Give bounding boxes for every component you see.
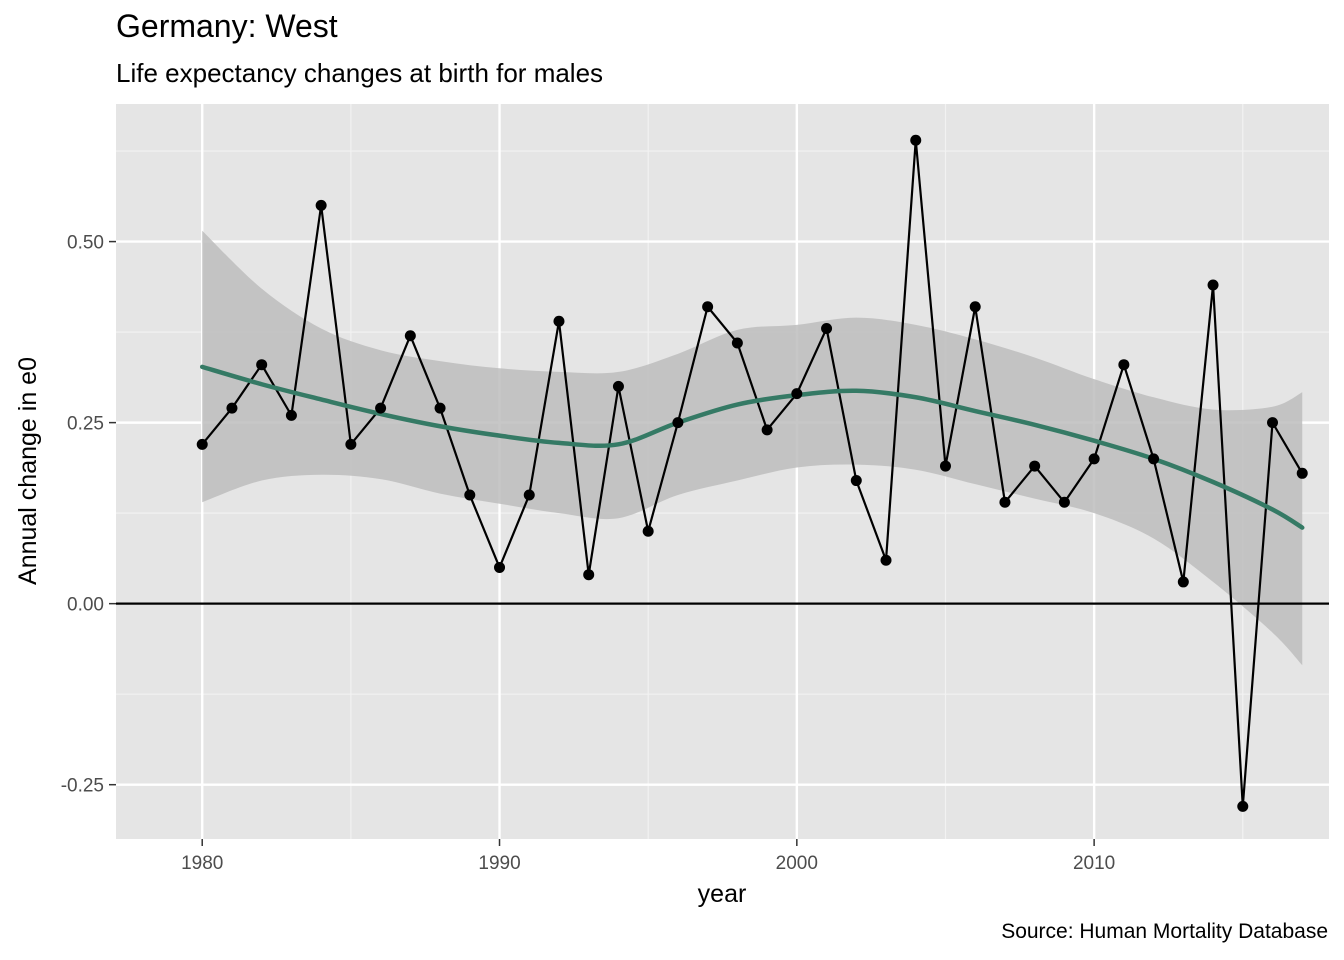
x-axis-title: year [698, 880, 747, 908]
y-tick-label: -0.25 [61, 776, 104, 797]
data-point [999, 496, 1011, 508]
data-point [285, 409, 297, 421]
data-point [1267, 417, 1279, 429]
data-point [494, 561, 506, 573]
chart-caption: Source: Human Mortality Database [1001, 920, 1328, 943]
data-point [1118, 359, 1130, 371]
data-point [1029, 460, 1041, 472]
data-point [731, 337, 743, 349]
x-axis: 1980 1990 2000 2010 [181, 839, 1115, 874]
data-point [969, 301, 981, 313]
confidence-band [202, 230, 1303, 666]
data-point [1148, 453, 1160, 465]
data-point [642, 525, 654, 537]
data-point [791, 388, 803, 400]
data-point [315, 199, 327, 211]
data-point [1058, 496, 1070, 508]
data-point [1088, 453, 1100, 465]
data-series [201, 139, 1304, 808]
data-point [821, 322, 833, 334]
data-point [880, 554, 892, 566]
confidence-band-area [202, 230, 1303, 666]
data-point [404, 330, 416, 342]
y-tick-label: 0.25 [67, 414, 104, 435]
x-tick-label: 1990 [478, 853, 520, 874]
data-point [553, 315, 565, 327]
data-point [1296, 467, 1308, 479]
data-point [910, 134, 922, 146]
data-point [226, 402, 238, 414]
data-point [1207, 279, 1219, 291]
data-point [1177, 576, 1189, 588]
data-point [850, 475, 862, 487]
data-point [1237, 800, 1249, 812]
data-point [345, 438, 357, 450]
data-point [672, 417, 684, 429]
data-point [761, 424, 773, 436]
y-tick-label: 0.50 [67, 233, 104, 254]
y-axis-title: Annual change in e0 [14, 357, 42, 585]
chart-subtitle: Life expectancy changes at birth for mal… [116, 58, 604, 88]
data-point [256, 359, 268, 371]
x-tick-label: 2000 [776, 853, 818, 874]
data-point [523, 489, 535, 501]
data-point [464, 489, 476, 501]
y-tick-label: 0.00 [67, 595, 104, 616]
x-tick-label: 2010 [1073, 853, 1115, 874]
y-axis: -0.25 0.00 0.25 0.50 [61, 233, 116, 797]
data-point [375, 402, 387, 414]
data-point [939, 460, 951, 472]
data-points [196, 134, 1308, 812]
data-point [196, 438, 208, 450]
data-point [702, 301, 714, 313]
data-point [612, 380, 624, 392]
chart-title: Germany: West [116, 8, 338, 44]
series-line [201, 139, 1304, 808]
x-tick-label: 1980 [181, 853, 223, 874]
data-point [434, 402, 446, 414]
data-point [583, 569, 595, 581]
